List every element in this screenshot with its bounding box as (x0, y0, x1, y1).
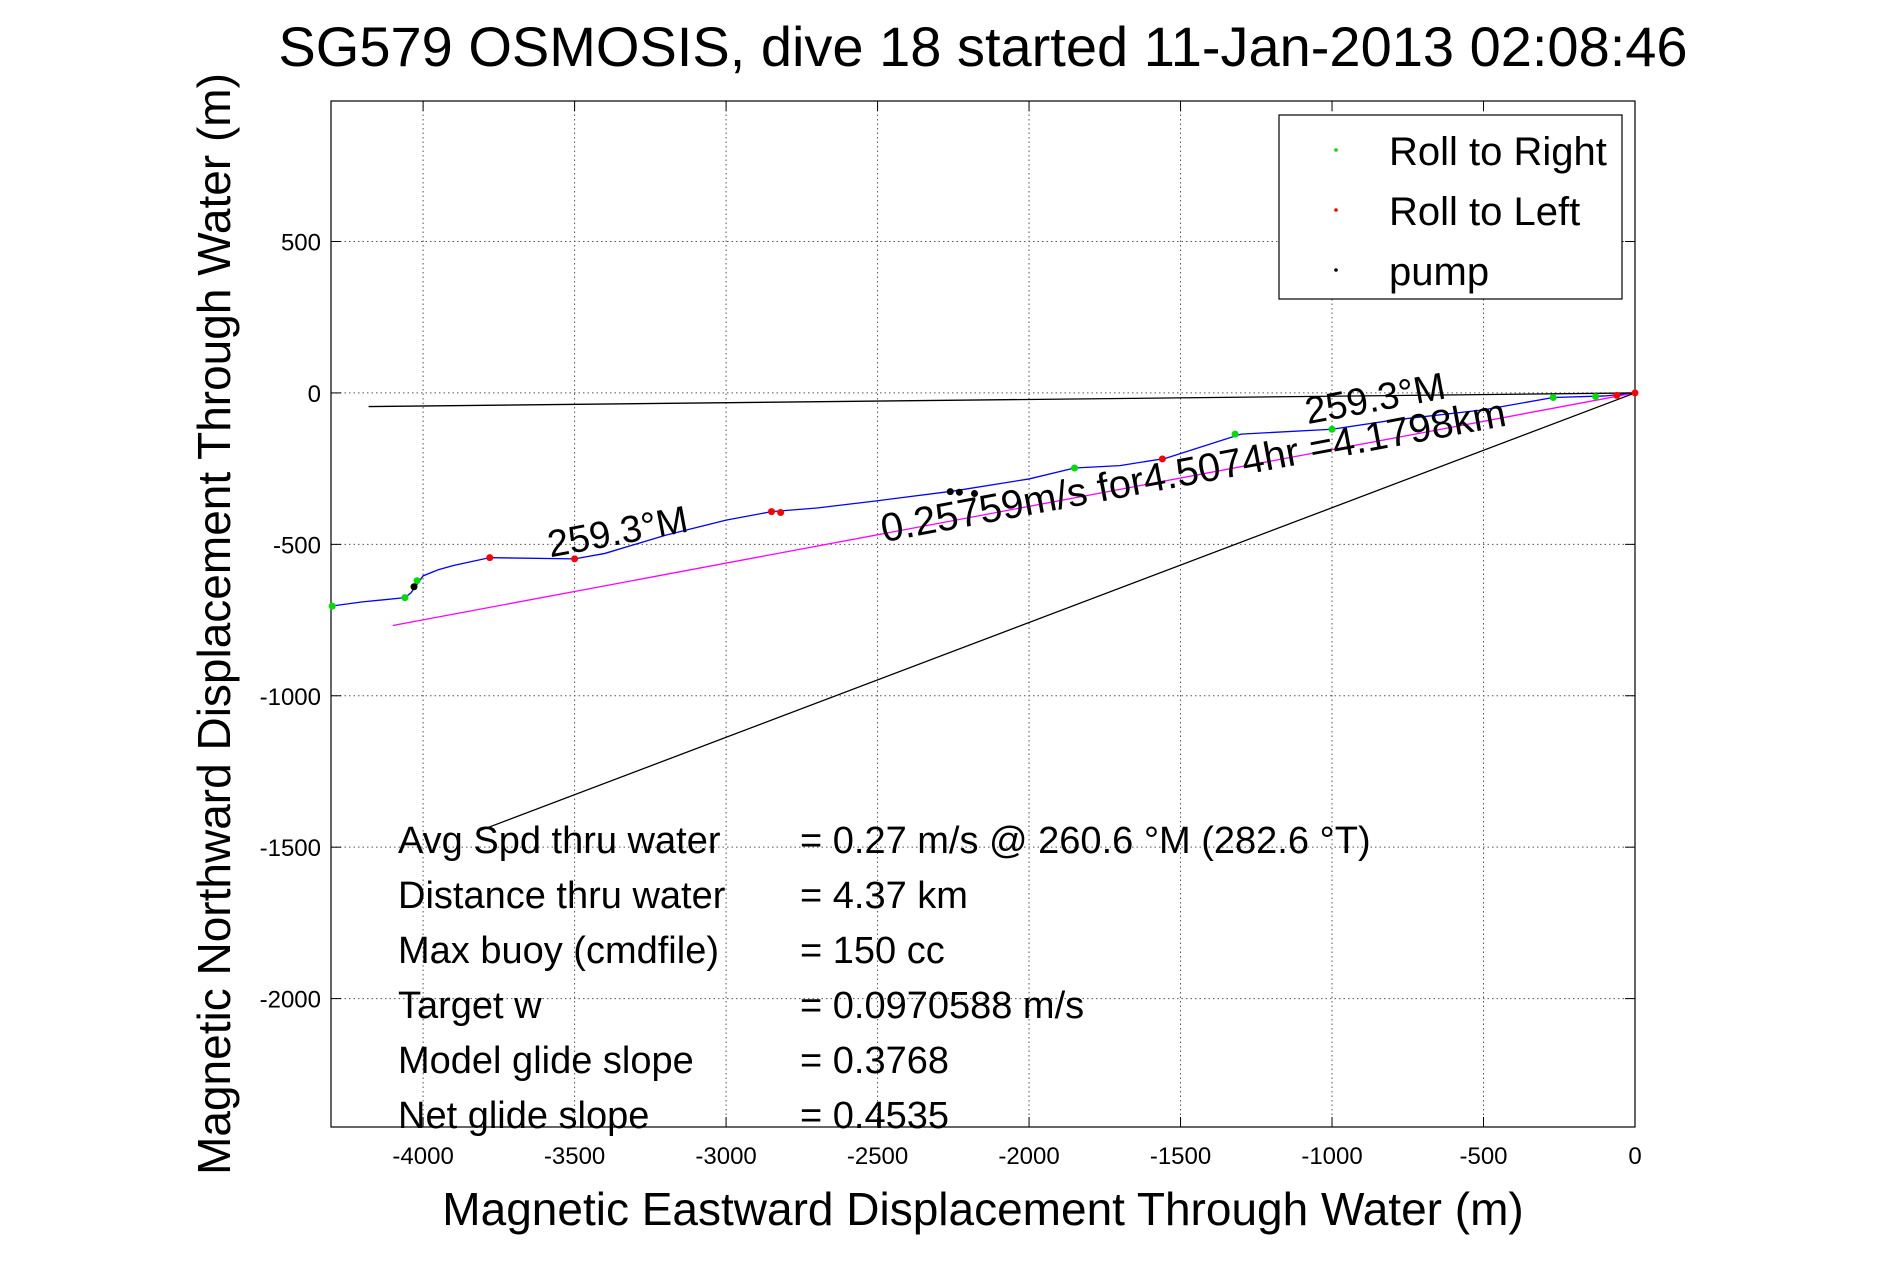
stat-value: = 0.27 m/s @ 260.6 °M (282.6 °T) (800, 820, 1371, 862)
marker-roll-to-left (768, 508, 776, 516)
series-line-heading-line (392, 392, 1636, 627)
legend-label: Roll to Right (1389, 130, 1607, 174)
x-tick-label: -4000 (392, 1143, 453, 1170)
x-tick-label: -2000 (998, 1143, 1059, 1170)
x-tick-label: -3500 (544, 1143, 605, 1170)
marker-roll-to-right (1070, 464, 1078, 472)
stat-label: Avg Spd thru water (398, 820, 721, 862)
x-tick-label: -1500 (1150, 1143, 1211, 1170)
marker-roll-to-left (486, 554, 494, 562)
stat-value: = 0.4535 (800, 1095, 949, 1137)
y-axis-label: Magnetic Northward Displacement Through … (188, 73, 240, 1175)
stat-value: = 0.0970588 m/s (800, 985, 1084, 1027)
marker-pump (955, 488, 963, 496)
y-tick-label: -1500 (260, 835, 321, 862)
chart-title: SG579 OSMOSIS, dive 18 started 11-Jan-20… (278, 15, 1687, 78)
series-group (330, 392, 1636, 833)
marker-roll-to-right (1231, 430, 1239, 438)
legend-marker (1334, 148, 1338, 152)
stat-label: Target w (398, 985, 542, 1027)
series-line-track (330, 392, 1636, 607)
marker-pump (971, 489, 979, 497)
legend-label: pump (1389, 250, 1489, 294)
y-tick-label: -500 (273, 532, 321, 559)
annotations: 259.3°M0.25759m/s for4.5074hr =4.1798km2… (544, 366, 1509, 567)
marker-roll-to-left (571, 555, 579, 563)
y-tick-label: -2000 (260, 987, 321, 1014)
marker-roll-to-left (1631, 389, 1639, 397)
stat-label: Model glide slope (398, 1040, 694, 1082)
x-tick-label: -2500 (847, 1143, 908, 1170)
marker-roll-to-right (1328, 425, 1336, 433)
stat-label: Net glide slope (398, 1095, 649, 1137)
stats-block: Avg Spd thru water = 0.27 m/s @ 260.6 °M … (398, 820, 1371, 1137)
x-tick-label: -3000 (695, 1143, 756, 1170)
x-tick-label: -1000 (1301, 1143, 1362, 1170)
legend-marker (1334, 208, 1338, 212)
rotated-annotation: 0.25759m/s for4.5074hr =4.1798km (877, 391, 1509, 551)
series-line-current-line (477, 392, 1636, 833)
marker-roll-to-right (1549, 393, 1557, 401)
series-line-surface-line (368, 392, 1636, 408)
marker-pump (410, 583, 418, 591)
y-tick-label: 0 (308, 381, 321, 408)
legend-label: Roll to Left (1389, 190, 1580, 234)
stat-value: = 0.3768 (800, 1040, 949, 1082)
marker-roll-to-right (1592, 393, 1600, 401)
ticks: -4000 -3500 -3000 -2500 -2000 -1500 -1000 -500 0… (260, 101, 1642, 1170)
legend: Roll to Right Roll to Left pump (1278, 114, 1623, 300)
x-tick-label: 0 (1628, 1143, 1641, 1170)
marker-pump (946, 488, 954, 496)
legend-marker (1334, 268, 1338, 272)
stat-label: Distance thru water (398, 875, 726, 917)
rotated-annotation: 259.3°M (544, 499, 691, 566)
stat-value: = 150 cc (800, 930, 945, 972)
marker-roll-to-left (1613, 391, 1621, 399)
marker-roll-to-left (1158, 455, 1166, 463)
x-tick-label: -500 (1459, 1143, 1507, 1170)
stat-value: = 4.37 km (800, 875, 968, 917)
axes-box (330, 100, 1636, 1128)
markers-group (328, 389, 1639, 610)
y-tick-label: -1000 (260, 684, 321, 711)
y-tick-label: 500 (281, 230, 321, 257)
x-axis-label: Magnetic Eastward Displacement Through W… (442, 1183, 1523, 1235)
marker-roll-to-left (777, 509, 785, 517)
marker-roll-to-right (413, 577, 421, 585)
marker-roll-to-right (401, 594, 409, 602)
stat-label: Max buoy (cmdfile) (398, 930, 719, 972)
marker-roll-to-right (328, 602, 336, 610)
